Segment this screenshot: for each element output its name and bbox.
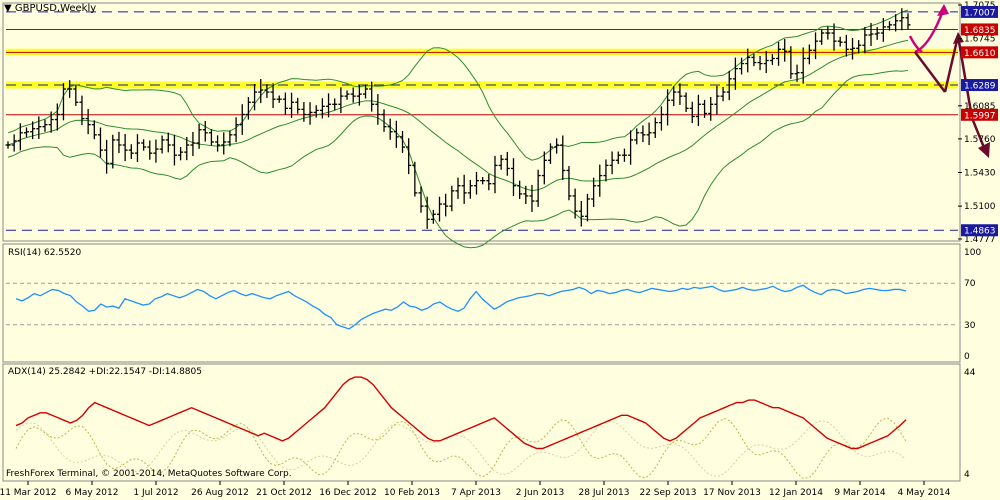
bollinger-lower (7, 69, 909, 249)
x-tick-label: 11 Mar 2012 (0, 488, 57, 498)
x-tick-label: 1 Jul 2012 (133, 488, 178, 498)
down-arrow-path (914, 51, 946, 93)
adx-tick-label: 4 (964, 470, 970, 480)
adx-axis: 444 (964, 368, 976, 480)
adx-panel-frame (2, 363, 961, 482)
rsi-levels (6, 282, 958, 326)
time-axis: 11 Mar 2012 6 May 2012 1 Jul 2012 26 Aug 20… (0, 481, 951, 498)
rsi-tick-label: 70 (964, 279, 976, 289)
x-tick-label: 12 Jan 2014 (769, 488, 823, 498)
x-tick-label: 4 May 2014 (898, 488, 951, 498)
rsi-tick-label: 30 (964, 321, 976, 331)
y-tick-label: 1.5430 (964, 169, 996, 179)
x-tick-label: 28 Jul 2013 (579, 488, 630, 498)
y-tick-label: 1.5760 (964, 135, 996, 145)
rsi-name: RSI(14) (8, 248, 42, 258)
collapse-arrow-icon[interactable]: ▼ (4, 3, 12, 14)
price-label-bg (961, 108, 998, 121)
y-tick-label: 1.6085 (964, 102, 996, 112)
bollinger-upper (7, 9, 909, 161)
symbol-label: GBPUSD,Weekly (14, 3, 97, 14)
price-label: 1.6610 (964, 49, 996, 59)
up-arrow-head (937, 4, 949, 16)
price-label-bg (961, 5, 998, 18)
highlight-zone (6, 48, 958, 55)
price-label-bg (961, 224, 998, 237)
price-label: 1.5997 (964, 111, 996, 121)
rsi-axis: 100 70 30 0 (964, 248, 981, 362)
x-tick-label: 22 Sep 2013 (639, 488, 696, 498)
plus-di-line (15, 417, 907, 479)
x-tick-label: 26 Aug 2012 (191, 488, 249, 498)
rsi-value: 62.5520 (43, 248, 82, 258)
price-label: 1.4863 (964, 227, 996, 237)
price-label-bg (961, 23, 998, 36)
rsi-panel-frame (2, 243, 961, 363)
y-tick-label: 1.6745 (964, 35, 996, 45)
copyright-text: FreshForex Terminal, © 2001-2014, MetaQu… (6, 469, 292, 479)
rsi-line (15, 284, 907, 330)
bollinger-bands (7, 9, 909, 249)
rsi-tick-label: 100 (964, 248, 981, 258)
reference-lines (6, 11, 958, 231)
x-tick-label: 17 Nov 2013 (703, 488, 761, 498)
y-tick-label: 1.5100 (964, 202, 996, 212)
rsi-tick-label: 0 (964, 352, 970, 362)
up-arrow-path-2 (908, 35, 923, 54)
price-label: 1.7007 (964, 8, 996, 18)
forecast-arrows (908, 4, 990, 158)
x-tick-label: 6 May 2012 (66, 488, 119, 498)
y-tick-label: 1.4777 (964, 235, 996, 245)
adx-line (15, 376, 907, 450)
chart-symbol-header[interactable]: ▼ GBPUSD,Weekly (4, 3, 96, 14)
bollinger-middle (7, 39, 909, 192)
adx-header: ADX(14) 25.2842 +DI:22.1547 -DI:14.8805 (8, 367, 202, 377)
minus-di-line (15, 420, 907, 477)
price-label: 1.6289 (964, 82, 996, 92)
x-tick-label: 2 Jun 2013 (516, 488, 564, 498)
price-label-bg (961, 46, 998, 59)
price-axis: 1.70751.67451.60851.57601.54301.51001.47… (958, 1, 996, 245)
price-panel-frame (2, 2, 961, 242)
down-arrow-path-2 (943, 35, 987, 151)
highlight-zones (6, 48, 958, 89)
x-tick-label: 16 Dec 2012 (319, 488, 377, 498)
price-level-labels: 1.7007 1.6835 1.6610 1.6289 1.5997 1.4863 (961, 5, 998, 237)
adx-tick-label: 44 (964, 368, 976, 378)
down-arrow-head-2 (953, 32, 964, 44)
price-label-bg (961, 79, 998, 92)
x-tick-label: 7 Apr 2013 (451, 488, 501, 498)
down-arrow-head (978, 142, 990, 158)
highlight-zone (6, 81, 958, 89)
rsi-header: RSI(14) 62.5520 (8, 248, 81, 258)
x-tick-label: 10 Feb 2013 (384, 488, 440, 498)
x-tick-label: 9 Mar 2014 (834, 488, 886, 498)
ohlc-bars (5, 8, 911, 229)
x-tick-label: 21 Oct 2012 (256, 488, 312, 498)
price-label: 1.6835 (964, 26, 996, 36)
